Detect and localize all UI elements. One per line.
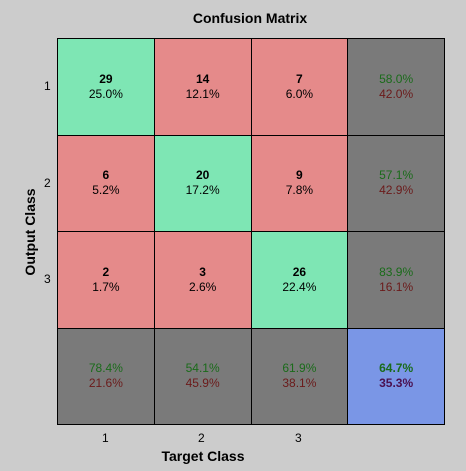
matrix-cell: 2 1.7% (57, 231, 155, 329)
matrix-cell: 14 12.1% (153, 38, 252, 136)
column-summary-cell: 78.4% 21.6% (57, 327, 155, 425)
cell-count: 20 (195, 168, 210, 183)
summary-correct: 58.0% (379, 71, 414, 86)
cell-percent: 17.2% (185, 183, 220, 198)
row-summary-cell: 83.9% 16.1% (347, 231, 445, 329)
summary-correct: 83.9% (379, 264, 414, 279)
summary-incorrect: 16.1% (379, 279, 414, 294)
x-axis-label: Target Class (161, 448, 245, 464)
overall-correct: 64.7% (379, 361, 414, 376)
cell-percent: 5.2% (92, 183, 120, 198)
cell-percent: 12.1% (185, 86, 220, 101)
summary-incorrect: 45.9% (185, 376, 220, 391)
matrix-grid: 29 25.0% 14 12.1% 7 6.0% 6 5.2% 20 17.2% 9 7.8% 2 1.7… (57, 38, 445, 425)
x-tick-label: 1 (102, 431, 109, 445)
row-summary-cell: 57.1% 42.9% (347, 134, 445, 232)
summary-correct: 61.9% (282, 361, 317, 376)
summary-correct: 54.1% (185, 361, 220, 376)
column-summary-cell: 61.9% 38.1% (250, 327, 349, 425)
cell-percent: 2.6% (188, 279, 217, 294)
overall-summary-cell: 64.7% 35.3% (347, 327, 445, 425)
chart-title: Confusion Matrix (192, 10, 308, 26)
matrix-cell: 3 2.6% (153, 231, 252, 329)
cell-count: 2 (102, 264, 110, 279)
y-tick-label: 3 (44, 272, 51, 286)
summary-incorrect: 38.1% (282, 376, 317, 391)
y-axis-label: Output Class (22, 188, 38, 276)
overall-incorrect: 35.3% (379, 376, 414, 391)
summary-incorrect: 42.9% (379, 183, 414, 198)
cell-count: 3 (199, 264, 206, 279)
matrix-cell: 9 7.8% (250, 134, 349, 232)
cell-count: 6 (102, 168, 110, 183)
y-tick-label: 1 (44, 79, 51, 93)
cell-count: 9 (296, 168, 303, 183)
matrix-cell: 29 25.0% (57, 38, 155, 136)
row-summary-cell: 58.0% 42.0% (347, 38, 445, 136)
column-summary-cell: 54.1% 45.9% (153, 327, 252, 425)
matrix-cell: 7 6.0% (250, 38, 349, 136)
matrix-cell: 26 22.4% (250, 231, 349, 329)
cell-count: 29 (99, 71, 113, 86)
x-tick-label: 3 (295, 431, 302, 445)
cell-percent: 6.0% (285, 86, 314, 101)
y-tick-label: 2 (44, 176, 51, 190)
cell-percent: 7.8% (285, 183, 314, 198)
cell-count: 7 (296, 71, 303, 86)
x-tick-label: 2 (198, 431, 205, 445)
summary-incorrect: 21.6% (88, 376, 123, 391)
summary-correct: 57.1% (379, 168, 414, 183)
cell-percent: 1.7% (92, 279, 120, 294)
cell-count: 14 (195, 71, 210, 86)
matrix-cell: 20 17.2% (153, 134, 252, 232)
cell-count: 26 (292, 264, 307, 279)
matrix-cell: 6 5.2% (57, 134, 155, 232)
summary-incorrect: 42.0% (379, 86, 414, 101)
summary-correct: 78.4% (88, 361, 123, 376)
cell-percent: 25.0% (88, 86, 123, 101)
cell-percent: 22.4% (282, 279, 317, 294)
